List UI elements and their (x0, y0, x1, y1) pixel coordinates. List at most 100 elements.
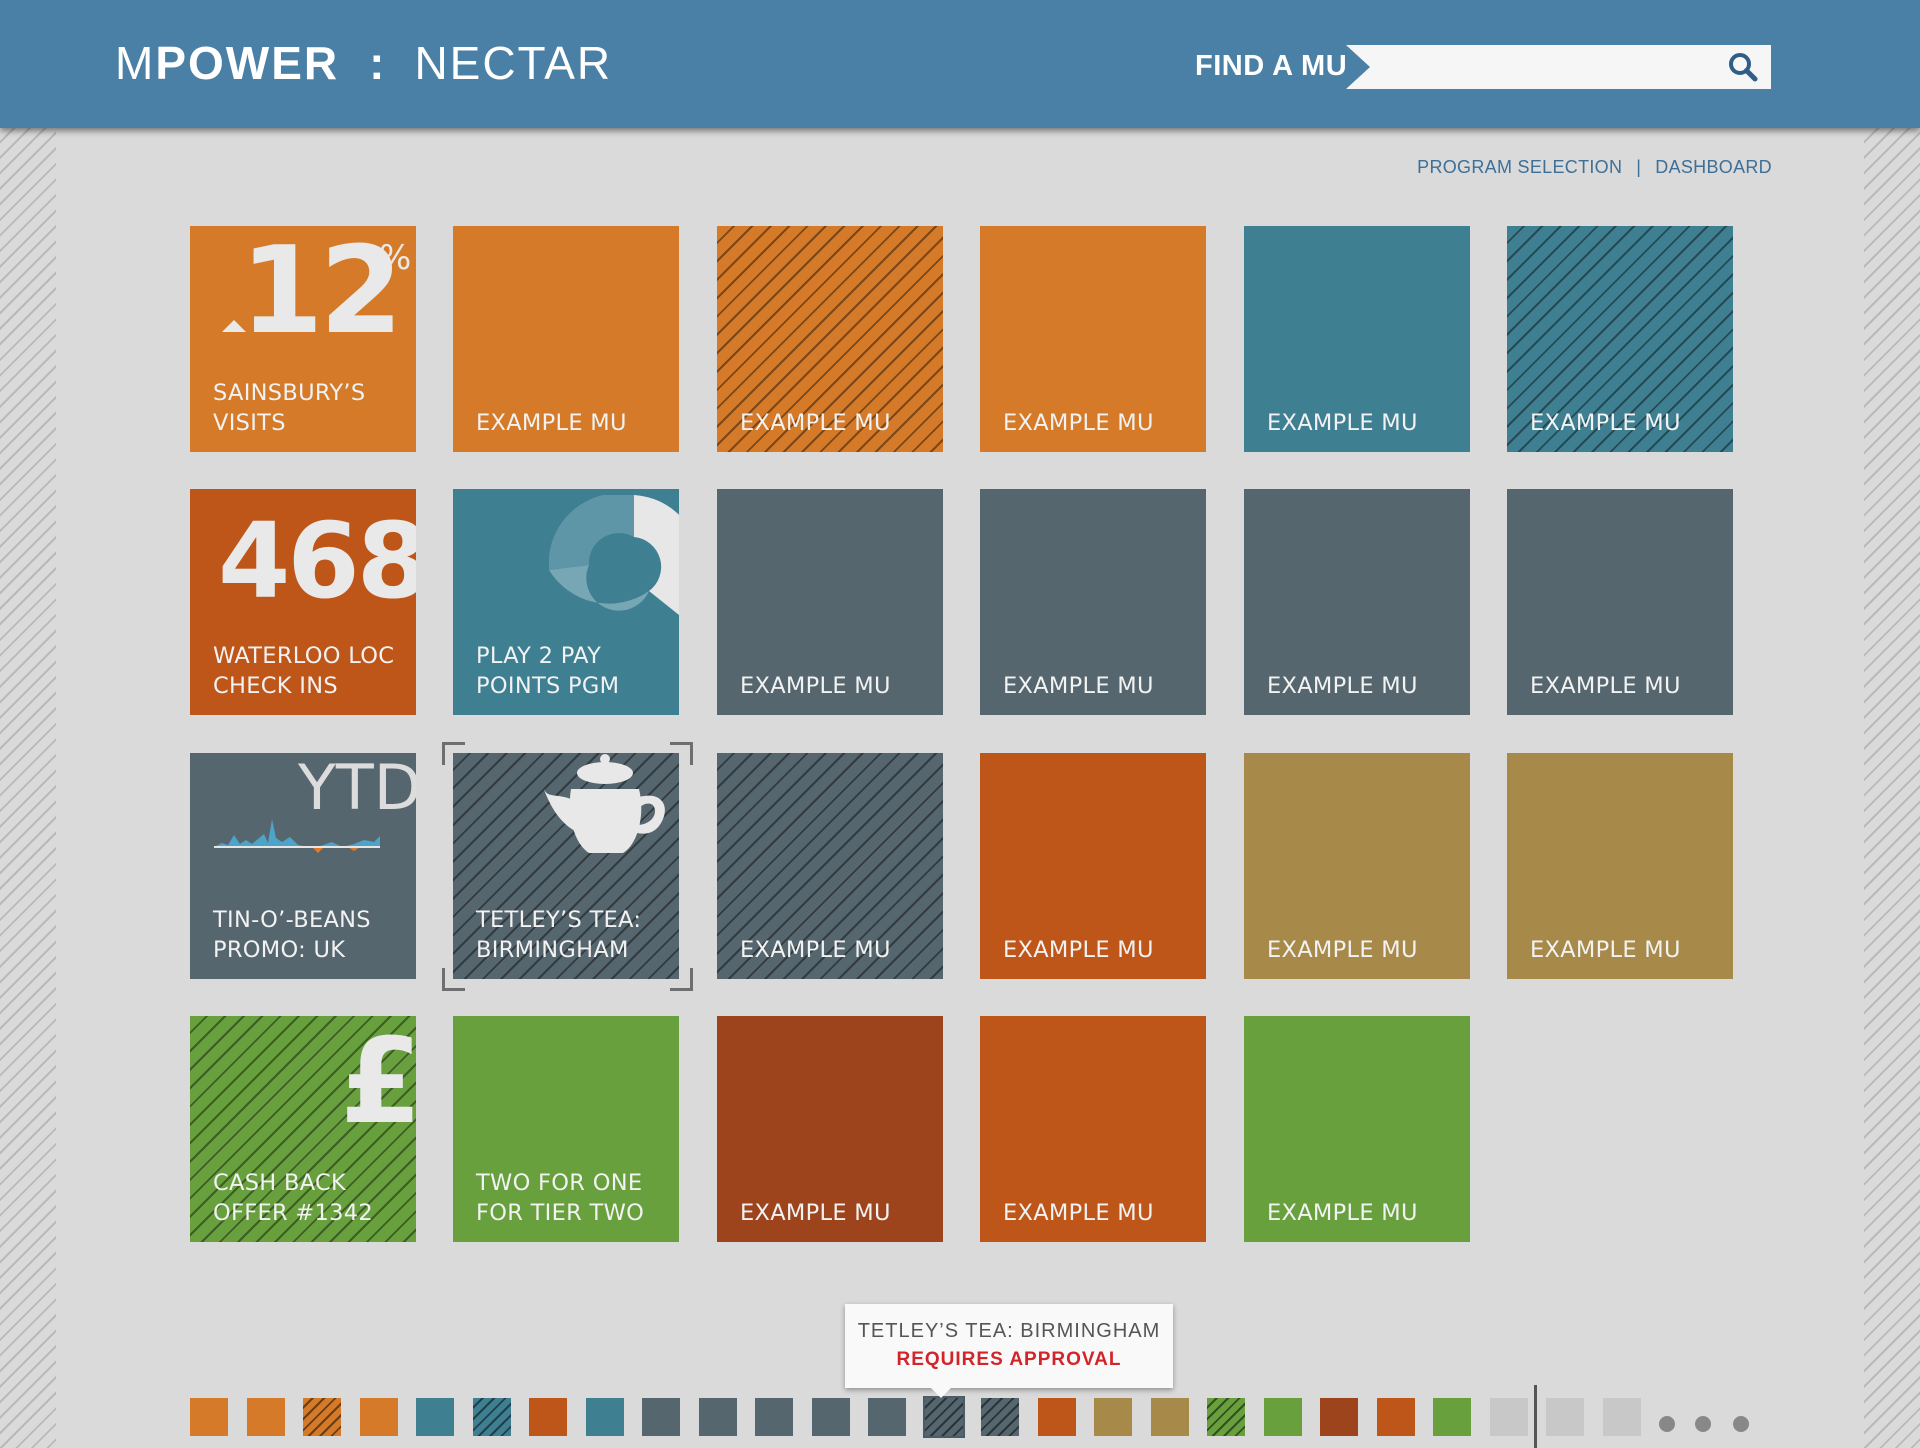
mu-thumbnail[interactable] (1377, 1398, 1415, 1436)
mu-thumbnail[interactable] (190, 1398, 228, 1436)
tile-label: EXAMPLE MU (1267, 937, 1418, 963)
app-name: NECTAR (414, 37, 613, 89)
mu-thumbnail[interactable] (642, 1398, 680, 1436)
mu-thumbnail[interactable] (1151, 1398, 1189, 1436)
tile-label: EXAMPLE MU (476, 410, 627, 436)
mu-tile-two-for-one[interactable]: TWO FOR ONE FOR TIER TWO (453, 1016, 679, 1242)
mu-tile[interactable]: EXAMPLE MU (717, 1016, 943, 1242)
mu-thumbnail[interactable] (1207, 1398, 1245, 1436)
mu-tile-sainsburys-visits[interactable]: 12 % SAINSBURY’S VISITS (190, 226, 416, 452)
sparkline-icon (214, 819, 380, 853)
tile-label: EXAMPLE MU (740, 937, 891, 963)
pagination-dot[interactable] (1659, 1416, 1675, 1432)
tile-label: CASH BACK OFFER #1342 (213, 1170, 374, 1226)
mu-tile[interactable]: EXAMPLE MU (1507, 226, 1733, 452)
donut-chart-icon (549, 495, 679, 615)
program-selection-link[interactable]: PROGRAM SELECTION (1417, 157, 1623, 177)
mu-tile[interactable]: EXAMPLE MU (717, 753, 943, 979)
mu-thumbnail[interactable] (1603, 1398, 1641, 1436)
mu-thumbnail[interactable] (1546, 1398, 1584, 1436)
mu-thumbnail[interactable] (586, 1398, 624, 1436)
mu-tile[interactable]: EXAMPLE MU (1244, 226, 1470, 452)
find-mu-label: FIND A MU (1195, 50, 1348, 82)
tile-label: EXAMPLE MU (1003, 937, 1154, 963)
mu-tile[interactable]: EXAMPLE MU (980, 753, 1206, 979)
mu-tile-tin-o-beans[interactable]: YTD TIN-O’-BEANS PROMO: UK (190, 753, 416, 979)
tile-label: TETLEY’S TEA: BIRMINGHAM (476, 907, 642, 963)
mu-thumbnail[interactable] (923, 1396, 965, 1438)
mu-thumbnail[interactable] (529, 1398, 567, 1436)
currency-pound-icon: £ (340, 1016, 416, 1150)
mu-thumbnail[interactable] (868, 1398, 906, 1436)
left-stripe-border (0, 128, 56, 1448)
mu-thumbnail[interactable] (1320, 1398, 1358, 1436)
mu-thumbnail[interactable] (1264, 1398, 1302, 1436)
mu-tile[interactable]: EXAMPLE MU (717, 489, 943, 715)
selection-corner-top-right (670, 742, 693, 765)
tile-label: EXAMPLE MU (1267, 673, 1418, 699)
tile-label: PLAY 2 PAY POINTS PGM (476, 643, 620, 699)
mu-tile[interactable]: EXAMPLE MU (980, 489, 1206, 715)
mu-tile-play-2-pay[interactable]: PLAY 2 PAY POINTS PGM (453, 489, 679, 715)
brand-separator: : (369, 37, 387, 89)
tile-label: EXAMPLE MU (1267, 410, 1418, 436)
pagination-dot[interactable] (1733, 1416, 1749, 1432)
brand-logo[interactable]: MPOWER: NECTAR (115, 36, 612, 90)
mu-thumbnail[interactable] (247, 1398, 285, 1436)
mu-tile[interactable]: EXAMPLE MU (1507, 489, 1733, 715)
tile-label: EXAMPLE MU (1267, 1200, 1418, 1226)
mu-tile[interactable]: EXAMPLE MU (980, 226, 1206, 452)
search-input[interactable] (1346, 45, 1771, 89)
mu-tile[interactable]: EXAMPLE MU (453, 226, 679, 452)
tile-label: TWO FOR ONE FOR TIER TWO (476, 1170, 645, 1226)
mu-tile[interactable]: EXAMPLE MU (1244, 489, 1470, 715)
selection-corner-bottom-left (442, 968, 465, 991)
mu-thumbnail[interactable] (1094, 1398, 1132, 1436)
tile-label: SAINSBURY’S VISITS (213, 380, 366, 436)
mu-thumbnail[interactable] (1490, 1398, 1528, 1436)
selection-corner-bottom-right (670, 968, 693, 991)
mu-thumbnail[interactable] (699, 1398, 737, 1436)
mu-tile-tetleys-tea[interactable]: TETLEY’S TEA: BIRMINGHAM (453, 753, 679, 979)
brand-part-1: M (115, 37, 156, 89)
mu-tile-cash-back-offer[interactable]: £ CASH BACK OFFER #1342 (190, 1016, 416, 1242)
strip-divider (1534, 1385, 1537, 1448)
tile-label: EXAMPLE MU (1003, 673, 1154, 699)
tile-label: EXAMPLE MU (1530, 410, 1681, 436)
tile-label: EXAMPLE MU (740, 1200, 891, 1226)
tile-label: EXAMPLE MU (1530, 673, 1681, 699)
mu-thumbnail[interactable] (473, 1398, 511, 1436)
pagination-dot[interactable] (1695, 1416, 1711, 1432)
search-icon[interactable] (1727, 51, 1759, 83)
nav-separator: | (1636, 157, 1642, 177)
mu-thumbnail[interactable] (812, 1398, 850, 1436)
mu-thumbnail[interactable] (360, 1398, 398, 1436)
breadcrumb-nav: PROGRAM SELECTION | DASHBOARD (1417, 157, 1772, 178)
mu-tile[interactable]: EXAMPLE MU (717, 226, 943, 452)
teapot-icon (543, 754, 665, 853)
mu-thumbnail[interactable] (755, 1398, 793, 1436)
top-bar: MPOWER: NECTAR FIND A MU (0, 0, 1920, 128)
tile-label: TIN-O’-BEANS PROMO: UK (213, 907, 371, 963)
tile-label: EXAMPLE MU (1003, 410, 1154, 436)
selection-corner-top-left (442, 742, 465, 765)
mu-thumbnail[interactable] (416, 1398, 454, 1436)
mu-tile-waterloo-check-ins[interactable]: 468 WATERLOO LOC CHECK INS (190, 489, 416, 715)
mu-thumbnail[interactable] (981, 1398, 1019, 1436)
mu-thumbnail[interactable] (303, 1398, 341, 1436)
trend-up-icon (222, 320, 246, 332)
tooltip-status: REQUIRES APPROVAL (896, 1349, 1122, 1370)
tooltip-title: TETLEY’S TEA: BIRMINGHAM (857, 1320, 1161, 1342)
dashboard-link[interactable]: DASHBOARD (1655, 157, 1772, 177)
mu-thumbnail[interactable] (1433, 1398, 1471, 1436)
metric-label-ytd: YTD (298, 753, 416, 824)
metric-value: 468 (218, 500, 416, 622)
search-box (1346, 45, 1771, 89)
mu-tile[interactable]: EXAMPLE MU (980, 1016, 1206, 1242)
mu-thumbnail[interactable] (1038, 1398, 1076, 1436)
mu-tile[interactable]: EXAMPLE MU (1244, 1016, 1470, 1242)
tile-label: EXAMPLE MU (1530, 937, 1681, 963)
mu-tile[interactable]: EXAMPLE MU (1244, 753, 1470, 979)
mu-tile[interactable]: EXAMPLE MU (1507, 753, 1733, 979)
metric-value: 12 (240, 226, 403, 361)
